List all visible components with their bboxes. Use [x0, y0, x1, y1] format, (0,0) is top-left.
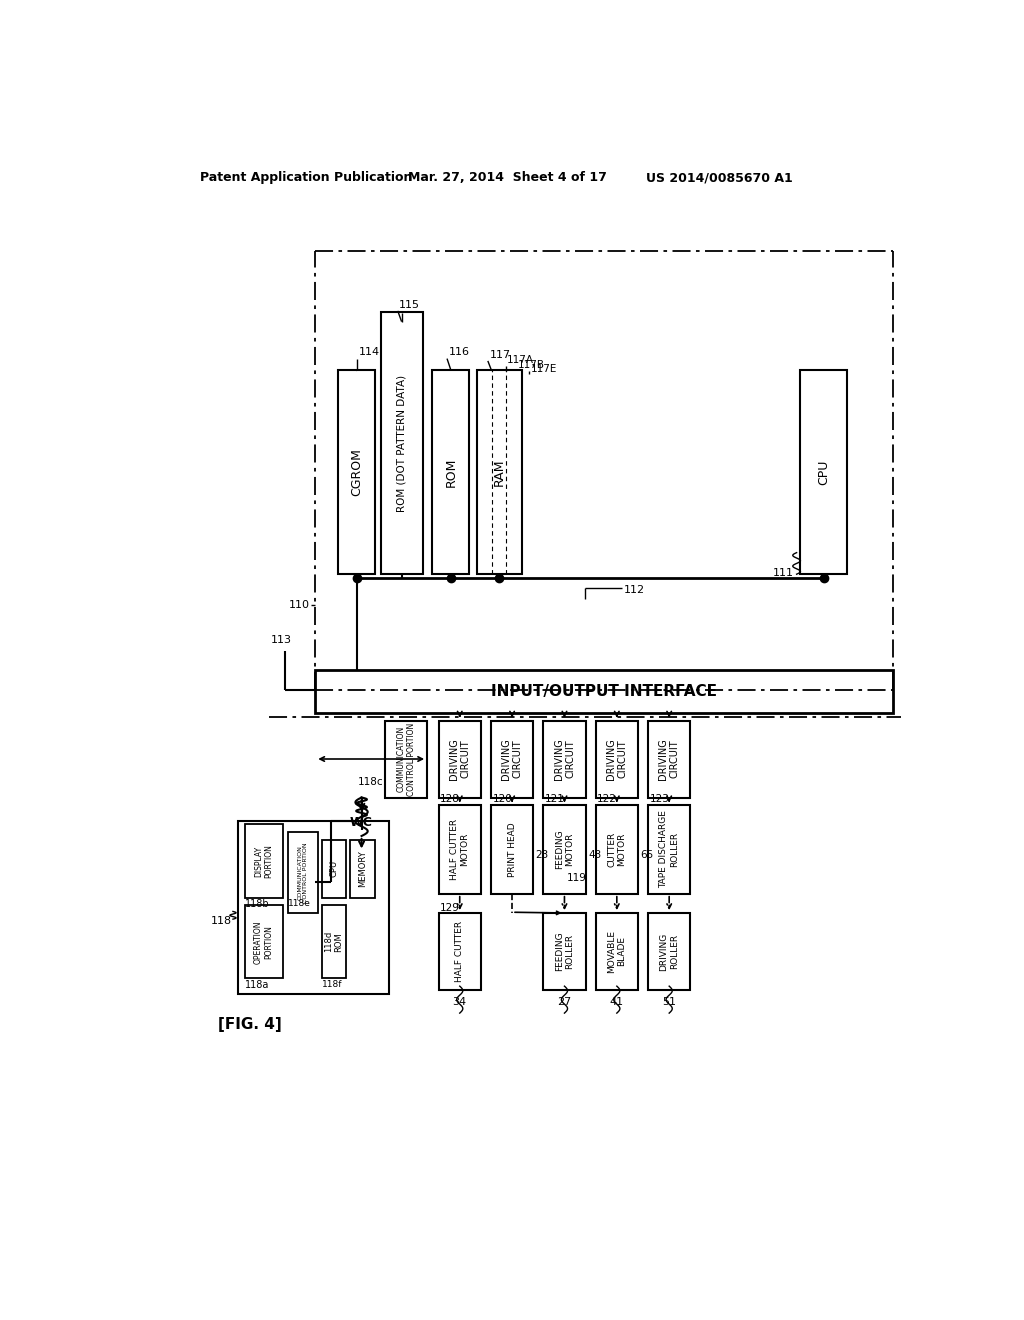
Text: INPUT/OUTPUT INTERFACE: INPUT/OUTPUT INTERFACE	[492, 684, 717, 700]
Text: 65: 65	[640, 850, 653, 861]
Text: 118c: 118c	[357, 777, 383, 787]
Text: 117E: 117E	[531, 364, 557, 375]
Text: CPU: CPU	[330, 861, 338, 878]
Text: 116: 116	[449, 347, 470, 358]
Text: 113: 113	[271, 635, 292, 644]
Bar	[385, 721, 427, 797]
Text: DRIVING
ROLLER: DRIVING ROLLER	[659, 932, 679, 970]
Text: US 2014/0085670 A1: US 2014/0085670 A1	[646, 172, 794, 185]
Bar	[322, 906, 346, 978]
Bar	[648, 721, 690, 797]
Text: 119: 119	[566, 874, 587, 883]
Text: DRIVING
CIRCUIT: DRIVING CIRCUIT	[606, 738, 628, 780]
Text: HALF CUTTER
MOTOR: HALF CUTTER MOTOR	[450, 818, 469, 880]
Text: 118a: 118a	[245, 979, 269, 990]
Text: 118d
ROM: 118d ROM	[325, 931, 343, 953]
Text: MEMORY: MEMORY	[357, 850, 367, 887]
Text: FEEDING
ROLLER: FEEDING ROLLER	[555, 932, 574, 972]
Text: DISPLAY
PORTION: DISPLAY PORTION	[254, 843, 273, 878]
Text: ROM: ROM	[444, 458, 458, 487]
Bar	[596, 721, 638, 797]
Text: 111: 111	[773, 568, 795, 578]
Text: Patent Application Publication: Patent Application Publication	[200, 172, 413, 185]
Text: 122: 122	[597, 795, 617, 804]
Text: Mar. 27, 2014  Sheet 4 of 17: Mar. 27, 2014 Sheet 4 of 17	[408, 172, 606, 185]
Text: 129: 129	[440, 903, 460, 912]
Text: 118b: 118b	[245, 899, 269, 908]
Text: PRINT HEAD: PRINT HEAD	[508, 822, 516, 876]
Text: DRIVING
CIRCUIT: DRIVING CIRCUIT	[658, 738, 680, 780]
Text: 117A: 117A	[506, 355, 534, 366]
Bar	[432, 370, 469, 574]
Text: 110: 110	[289, 601, 310, 610]
Text: 120: 120	[493, 795, 512, 804]
Text: DRIVING
CIRCUIT: DRIVING CIRCUIT	[449, 738, 471, 780]
Bar	[245, 825, 283, 898]
Text: TAPE DISCHARGE
ROLLER: TAPE DISCHARGE ROLLER	[659, 810, 679, 888]
Bar	[289, 832, 317, 913]
Text: 115: 115	[399, 300, 420, 310]
Text: 117B: 117B	[518, 360, 545, 370]
Text: DRIVING
CIRCUIT: DRIVING CIRCUIT	[502, 738, 523, 780]
Text: HALF CUTTER: HALF CUTTER	[456, 921, 464, 982]
Text: ROM (DOT PATTERN DATA): ROM (DOT PATTERN DATA)	[397, 375, 407, 512]
Text: CGROM: CGROM	[350, 449, 364, 496]
Bar	[239, 821, 388, 994]
Bar	[339, 370, 376, 574]
Text: OPERATION
PORTION: OPERATION PORTION	[254, 920, 273, 964]
Bar	[596, 913, 638, 990]
Text: 118e: 118e	[288, 899, 310, 908]
Text: 112: 112	[624, 585, 644, 594]
Text: 51: 51	[663, 997, 676, 1007]
Text: 118f: 118f	[322, 981, 342, 989]
Bar	[477, 370, 521, 574]
Bar	[648, 805, 690, 894]
Text: 114: 114	[358, 347, 380, 358]
Bar	[438, 721, 481, 797]
Text: CUTTER
MOTOR: CUTTER MOTOR	[607, 832, 627, 867]
Text: 43: 43	[588, 850, 601, 861]
Bar	[490, 805, 534, 894]
Bar	[648, 913, 690, 990]
Bar	[544, 913, 586, 990]
Text: 128: 128	[440, 795, 460, 804]
Bar	[438, 913, 481, 990]
Text: 41: 41	[609, 997, 624, 1007]
Text: 27: 27	[557, 997, 571, 1007]
Text: DRIVING
CIRCUIT: DRIVING CIRCUIT	[554, 738, 575, 780]
Text: FEEDING
MOTOR: FEEDING MOTOR	[555, 830, 574, 870]
Text: MOVABLE
BLADE: MOVABLE BLADE	[607, 931, 627, 973]
Bar	[350, 840, 375, 898]
Text: 23: 23	[536, 850, 549, 861]
Bar	[801, 370, 847, 574]
Bar	[322, 840, 346, 898]
Text: 34: 34	[453, 997, 467, 1007]
Bar	[381, 313, 423, 574]
Text: COMMUNICATION
CONTROL PORTION: COMMUNICATION CONTROL PORTION	[298, 842, 308, 903]
Bar	[438, 805, 481, 894]
Text: 118: 118	[211, 916, 232, 925]
Text: COMMUNICATION
CONTROL PORTION: COMMUNICATION CONTROL PORTION	[396, 722, 416, 796]
Bar	[315, 671, 893, 713]
Text: [FIG. 4]: [FIG. 4]	[218, 1018, 282, 1032]
Text: WC: WC	[350, 816, 373, 829]
Bar	[490, 721, 534, 797]
Text: 117: 117	[489, 350, 511, 360]
Text: CPU: CPU	[817, 459, 830, 484]
Text: RAM: RAM	[493, 458, 506, 486]
Bar	[544, 805, 586, 894]
Bar	[544, 721, 586, 797]
Text: 121: 121	[545, 795, 564, 804]
Bar	[245, 906, 283, 978]
Bar	[596, 805, 638, 894]
Text: 123: 123	[649, 795, 670, 804]
